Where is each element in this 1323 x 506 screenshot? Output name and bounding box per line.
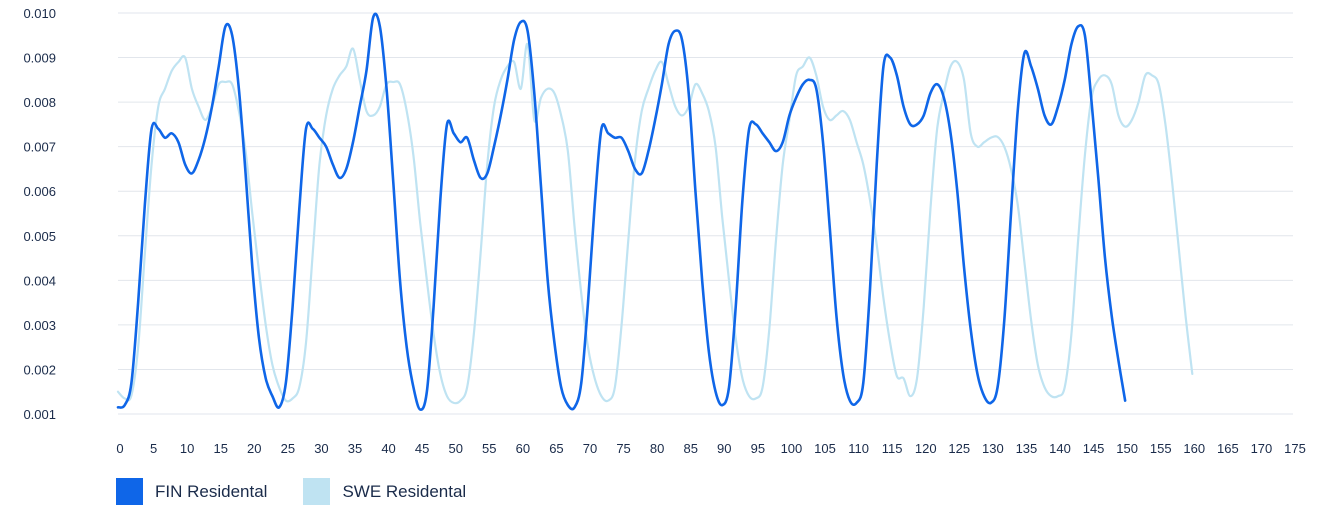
x-tick-label: 95 [751,441,765,456]
x-tick-label: 105 [814,441,836,456]
x-tick-label: 85 [683,441,697,456]
x-tick-label: 115 [882,441,903,456]
y-tick-label: 0.001 [23,407,56,422]
legend: FIN Residental SWE Residental [116,478,502,505]
x-tick-label: 100 [781,441,803,456]
x-tick-label: 170 [1251,441,1273,456]
x-tick-label: 175 [1284,441,1306,456]
y-tick-label: 0.005 [23,229,56,244]
x-tick-label: 165 [1217,441,1239,456]
x-tick-label: 160 [1183,441,1205,456]
legend-label-swe: SWE Residental [342,481,467,501]
y-tick-label: 0.004 [23,273,56,288]
x-tick-label: 65 [549,441,563,456]
x-tick-label: 135 [1016,441,1038,456]
x-tick-label: 110 [848,441,869,456]
x-tick-label: 30 [314,441,328,456]
legend-item-fin[interactable]: FIN Residental [116,478,267,505]
y-tick-label: 0.008 [23,95,56,110]
x-tick-label: 15 [213,441,227,456]
x-tick-label: 90 [717,441,731,456]
series-line-swe-residental [116,43,1194,405]
series-line-fin-residental [116,12,1127,411]
line-chart: 0.010 0.009 0.008 0.007 0.006 0.005 0.004 0.003… [23,6,1305,456]
x-tick-label: 75 [616,441,630,456]
y-tick-label: 0.010 [23,6,56,21]
legend-item-swe[interactable]: SWE Residental [303,478,466,505]
x-tick-label: 125 [948,441,970,456]
y-tick-label: 0.009 [23,51,56,66]
y-tick-label: 0.007 [23,140,56,155]
series-lines [116,12,1194,411]
x-tick-label: 10 [180,441,194,456]
x-tick-label: 25 [281,441,295,456]
x-tick-label: 50 [448,441,462,456]
x-axis-ticks: 0 5 10 15 20 25 30 35 40 45 50 55 60 65 70 75 80 85 90 95 10… [116,441,1305,456]
x-tick-label: 5 [150,441,157,456]
x-tick-label: 145 [1083,441,1105,456]
x-tick-label: 80 [650,441,664,456]
x-tick-label: 20 [247,441,261,456]
swe-color-swatch [303,478,331,505]
legend-label-fin: FIN Residental [155,481,268,501]
x-tick-label: 0 [116,441,123,456]
x-tick-label: 60 [516,441,530,456]
x-tick-label: 55 [482,441,496,456]
y-tick-label: 0.006 [23,184,56,199]
x-tick-label: 120 [915,441,937,456]
fin-color-swatch [116,478,143,505]
x-tick-label: 140 [1049,441,1071,456]
y-tick-label: 0.003 [23,318,56,333]
x-tick-label: 155 [1150,441,1172,456]
x-tick-label: 130 [982,441,1004,456]
x-tick-label: 70 [583,441,597,456]
x-tick-label: 150 [1116,441,1138,456]
y-axis-ticks: 0.010 0.009 0.008 0.007 0.006 0.005 0.004 0.003… [23,6,56,422]
x-tick-label: 40 [381,441,395,456]
x-tick-label: 35 [348,441,362,456]
y-tick-label: 0.002 [23,362,56,377]
x-tick-label: 45 [415,441,429,456]
